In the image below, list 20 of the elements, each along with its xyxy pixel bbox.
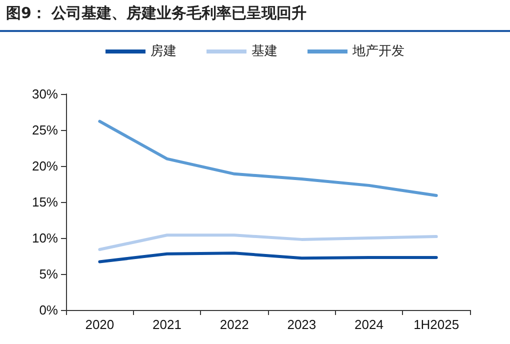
x-tick-label: 2024	[354, 317, 384, 332]
y-tick-label: 5%	[39, 266, 58, 282]
line-series	[98, 120, 438, 198]
legend-label: 房建	[150, 43, 176, 59]
line-series	[98, 252, 438, 264]
x-tick-label: 2023	[287, 317, 316, 332]
y-tick-label: 0%	[39, 302, 58, 318]
y-tick-label: 25%	[32, 122, 58, 138]
x-tick-label: 2022	[220, 317, 249, 332]
x-tick-label: 1H2025	[414, 317, 460, 332]
y-tick-label: 20%	[32, 158, 58, 174]
y-tick-label: 10%	[32, 230, 58, 246]
legend-label: 基建	[252, 44, 278, 59]
line-series	[98, 234, 438, 252]
chart-title: 图9： 公司基建、房建业务毛利率已呈现回升	[6, 4, 307, 23]
y-tick-label: 15%	[32, 194, 58, 210]
x-tick-label: 2021	[152, 317, 182, 332]
y-tick-label: 30%	[32, 86, 58, 102]
x-tick-label: 2020	[85, 317, 114, 332]
legend-label: 地产开发	[352, 44, 404, 59]
